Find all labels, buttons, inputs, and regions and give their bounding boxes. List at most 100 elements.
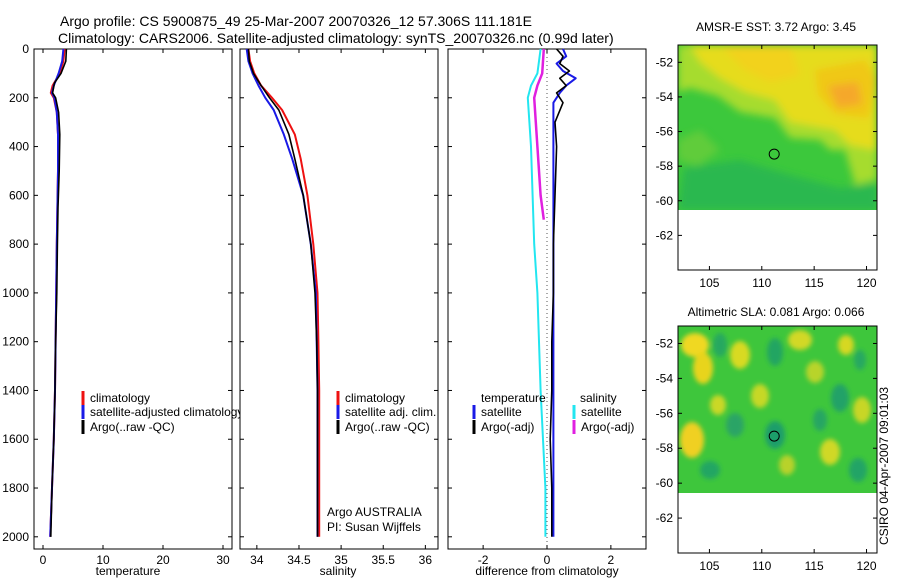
sla-map-x-ticks: 105 110 115 120 (699, 326, 877, 573)
legend-label-sal-satellite: satellite (581, 405, 622, 419)
x-tick-label: 0 (40, 553, 47, 567)
salinity-axes-frame (239, 48, 439, 550)
figure-title-line1: Argo profile: CS 5900875_49 25-Mar-2007 … (60, 13, 532, 29)
map-x-tick-label: 110 (752, 559, 771, 573)
legend-label-satellite-adjusted: satellite-adjusted climatology (90, 405, 243, 419)
legend-label-temp-satellite: satellite (481, 405, 522, 419)
x-tick-label: 2 (608, 553, 615, 567)
x-tick-label: 30 (216, 553, 230, 567)
argo-float-marker (768, 430, 780, 442)
map-y-tick-label: -60 (656, 194, 674, 208)
temperature-series (49, 48, 68, 537)
legend-header-temperature: temperature (481, 391, 546, 405)
y-tick-label: 600 (9, 188, 29, 202)
map-x-tick-label: 115 (805, 276, 824, 290)
y-tick-label: 1600 (2, 432, 29, 446)
temperature-axes-frame (33, 48, 233, 550)
x-tick-label: 20 (156, 553, 170, 567)
y-tick-label: 2000 (2, 530, 29, 544)
map-y-tick-label: -56 (656, 406, 674, 420)
sst-map-x-ticks: 105 110 115 120 (699, 45, 877, 290)
temperature-x-label: temperature (96, 564, 161, 578)
sst-map-title: AMSR-E SST: 3.72 Argo: 3.45 (696, 20, 856, 34)
salinity-y-ticks (240, 48, 438, 538)
series-line-black (247, 48, 319, 537)
sst-map-frame (677, 44, 878, 271)
legend-label-argo: Argo(..raw -QC) (345, 420, 430, 434)
x-tick-label: 34.5 (287, 553, 311, 567)
map-x-tick-label: 115 (805, 559, 824, 573)
difference-x-label: difference from climatology (475, 564, 618, 578)
difference-y-ticks (448, 48, 646, 538)
series-line-black (549, 48, 571, 537)
x-tick-label: 35 (334, 553, 348, 567)
legend-label-climatology: climatology (345, 391, 405, 405)
x-tick-label: 36 (419, 553, 433, 567)
legend-label-satellite-adj: satellite adj. clim. (345, 405, 436, 419)
map-y-tick-label: -52 (656, 55, 674, 69)
x-tick-label: 10 (96, 553, 110, 567)
temperature-legend: climatology satellite-adjusted climatolo… (81, 391, 243, 434)
y-tick-label: 1000 (2, 286, 29, 300)
salinity-panel: 34 34.5 35 35.5 36 climatology satellite adj… (239, 48, 439, 578)
y-tick-label: 0 (22, 42, 29, 56)
map-y-tick-label: -52 (656, 336, 674, 350)
sla-field (678, 326, 877, 493)
y-tick-label: 1800 (2, 481, 29, 495)
map-x-tick-label: 120 (857, 276, 877, 290)
argo-float-marker (768, 148, 780, 160)
y-tick-label: 1200 (2, 335, 29, 349)
map-y-tick-label: -62 (656, 511, 674, 525)
temperature-panel: 0 200 400 600 800 1000 1200 1400 1600 1800 2000 0 1… (2, 42, 243, 578)
sla-map-title: Altimetric SLA: 0.081 Argo: 0.066 (688, 305, 865, 319)
salinity-x-label: salinity (320, 564, 357, 578)
legend-label-temp-argo: Argo(-adj) (481, 420, 534, 434)
y-tick-label: 400 (9, 140, 29, 154)
sst-map-panel: AMSR-E SST: 3.72 Argo: 3.45 -52 -54 -56 -58… (656, 20, 878, 290)
sst-map-y-ticks: -52 -54 -56 -58 -60 -62 (656, 55, 877, 242)
x-tick-label: 35.5 (372, 553, 396, 567)
csiro-timestamp: CSIRO 04-Apr-2007 09:01:03 (877, 387, 891, 545)
map-y-tick-label: -56 (656, 125, 674, 139)
map-x-tick-label: 105 (699, 276, 719, 290)
sst-field (678, 45, 877, 210)
temperature-x-ticks: 0 10 20 30 (40, 49, 230, 567)
map-y-tick-label: -54 (656, 90, 674, 104)
x-tick-label: -2 (478, 553, 489, 567)
figure-title-line2: Climatology: CARS2006. Satellite-adjuste… (58, 30, 614, 46)
sla-map-panel: Altimetric SLA: 0.081 Argo: 0.066 (656, 305, 878, 573)
series-line-magenta (532, 48, 546, 220)
difference-series (526, 48, 577, 537)
salinity-legend: climatology satellite adj. clim. Argo(..… (336, 391, 436, 434)
map-x-tick-label: 105 (699, 559, 719, 573)
salinity-x-ticks: 34 34.5 35 35.5 36 (250, 49, 432, 567)
map-y-tick-label: -58 (656, 159, 674, 173)
legend-label-argo: Argo(..raw -QC) (90, 420, 175, 434)
salinity-series (245, 48, 321, 537)
map-y-tick-label: -54 (656, 371, 674, 385)
y-tick-label: 1400 (2, 383, 29, 397)
sla-map-y-ticks: -52 -54 -56 -58 -60 -62 (656, 336, 877, 525)
sla-map-frame (677, 325, 878, 554)
map-x-tick-label: 110 (752, 276, 771, 290)
temperature-y-ticks: 0 200 400 600 800 1000 1200 1400 1600 1800 2000 (2, 42, 232, 544)
difference-legend: temperature salinity satellite Argo(-adj… (472, 391, 634, 434)
credit-line2: PI: Susan Wijffels (327, 520, 421, 534)
map-x-tick-label: 120 (857, 559, 877, 573)
x-tick-label: 34 (250, 553, 264, 567)
series-line-black (50, 48, 68, 537)
y-tick-label: 200 (9, 91, 29, 105)
y-tick-label: 800 (9, 237, 29, 251)
difference-panel: -2 0 2 temperature salinity satellite Argo… (447, 48, 647, 578)
series-line-cyan (526, 48, 547, 537)
series-line-blue (552, 48, 577, 537)
legend-header-salinity: salinity (580, 391, 617, 405)
x-tick-label: 0 (544, 553, 551, 567)
map-y-tick-label: -60 (656, 476, 674, 490)
map-y-tick-label: -58 (656, 441, 674, 455)
difference-x-ticks: -2 0 2 (478, 49, 615, 567)
map-y-tick-label: -62 (656, 228, 674, 242)
credit-line1: Argo AUSTRALIA (327, 505, 422, 519)
legend-label-sal-argo: Argo(-adj) (581, 420, 634, 434)
